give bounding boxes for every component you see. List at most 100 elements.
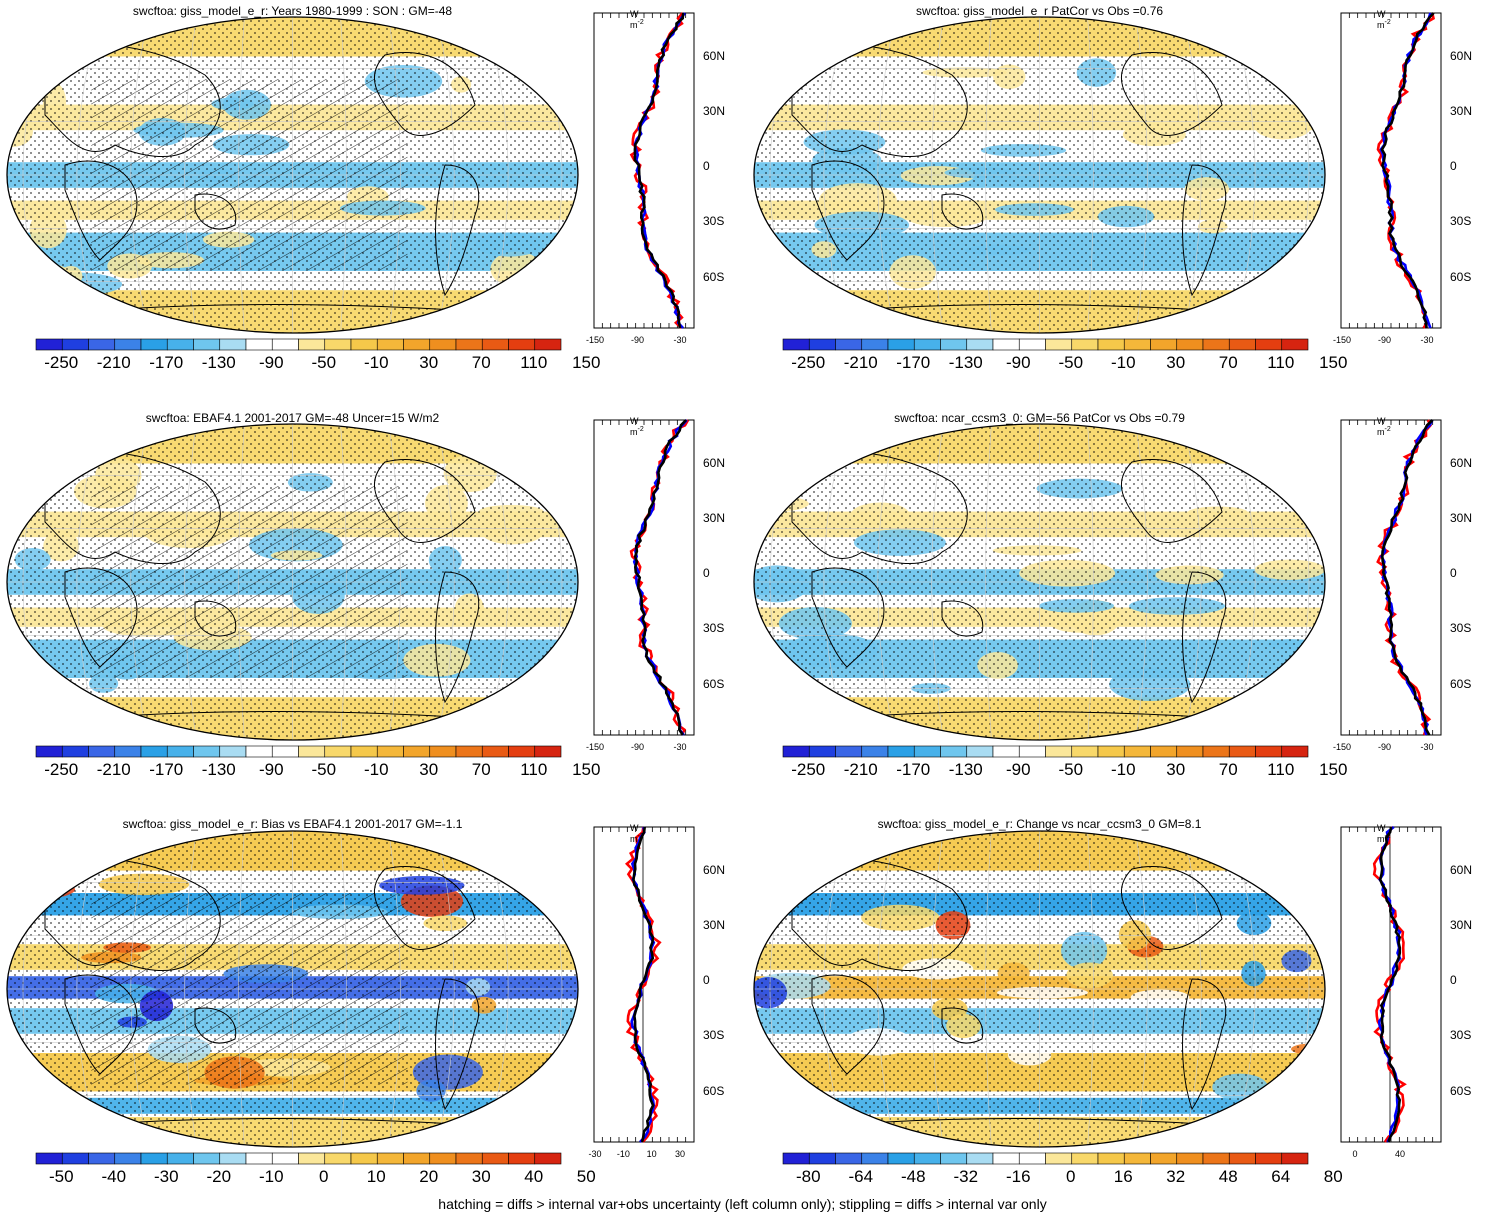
latitude-tick-label: 30N [1450, 104, 1473, 119]
latitude-tick-label: 0 [1450, 566, 1457, 581]
figure-footnote: hatching = diffs > internal var+obs unce… [438, 1196, 1047, 1212]
colorbar-swatch [376, 338, 404, 351]
colorbar-swatch [455, 338, 483, 351]
colorbar-swatch [1097, 1152, 1125, 1165]
latitude-tick-label: 60S [703, 1083, 725, 1098]
colorbar-swatch [966, 745, 994, 758]
colorbar-swatch [508, 338, 536, 351]
colorbar-swatch [114, 745, 142, 758]
colorbar-tick-label: 70 [1218, 353, 1238, 372]
zonal-unit-label: W m-2 [1377, 9, 1391, 30]
colorbar-swatch [88, 745, 116, 758]
colorbar-swatch [1045, 338, 1073, 351]
panel-title: swcftoa: giss_model_e_r: Change vs ncar_… [877, 817, 1202, 831]
zonal-x-tick-label: -90 [630, 335, 645, 345]
latitude-tick-label: 30N [703, 511, 726, 526]
colorbar-swatch [1123, 1152, 1151, 1165]
colorbar-tick-label: 0 [319, 1167, 329, 1186]
colorbar-swatch [35, 745, 63, 758]
colorbar-tick-label: -250 [44, 760, 79, 779]
colorbar-tick-label: -130 [948, 760, 983, 779]
panel-title: swcftoa: ncar_ccsm3_0: GM=-56 PatCor vs … [894, 411, 1185, 425]
colorbar-swatch [61, 745, 89, 758]
latitude-tick-label: 30S [1450, 214, 1472, 229]
colorbar-swatch [219, 338, 247, 351]
colorbar-swatch [455, 1152, 483, 1165]
colorbar-swatch [913, 338, 941, 351]
latitude-tick-label: 60N [703, 49, 726, 64]
colorbar-tick-label: 110 [1267, 353, 1295, 372]
colorbar-swatch [350, 745, 378, 758]
colorbar-swatch [1150, 745, 1178, 758]
colorbar-tick-label: 16 [1113, 1167, 1133, 1186]
colorbar-tick-label: 70 [471, 353, 491, 372]
colorbar-tick-label: 32 [1166, 1167, 1186, 1186]
colorbar-swatch [403, 1152, 431, 1165]
colorbar-tick-label: 20 [419, 1167, 439, 1186]
zonal-mean-plot [1340, 12, 1442, 329]
colorbar-swatch [1097, 745, 1125, 758]
colorbar-swatch [35, 1152, 63, 1165]
colorbar-swatch [481, 338, 509, 351]
world-map [753, 16, 1326, 334]
colorbar-swatch [508, 1152, 536, 1165]
colorbar-swatch [1018, 338, 1046, 351]
latitude-tick-label: 60S [1450, 1083, 1472, 1098]
colorbar-swatch [429, 338, 457, 351]
colorbar-swatch [861, 745, 889, 758]
colorbar-swatch [1228, 745, 1256, 758]
colorbar-swatch [940, 1152, 968, 1165]
zonal-x-tick-label: -90 [1377, 742, 1392, 752]
colorbar-tick-label: -50 [1058, 760, 1084, 779]
colorbar-swatch [782, 1152, 810, 1165]
colorbar-swatch [1228, 338, 1256, 351]
colorbar-swatch [1018, 1152, 1046, 1165]
colorbar-tick-label: -170 [896, 760, 931, 779]
colorbar-tick-label: -90 [1005, 760, 1031, 779]
latitude-tick-label: 30N [1450, 918, 1473, 933]
colorbar-swatch [1281, 745, 1309, 758]
colorbar-swatch [808, 745, 836, 758]
panel-title: swcftoa: giss_model_e_r PatCor vs Obs =0… [915, 4, 1164, 18]
colorbar-tick-label: -30 [153, 1167, 179, 1186]
colorbar [782, 1152, 1309, 1165]
colorbar-swatch [1071, 745, 1099, 758]
colorbar-swatch [376, 1152, 404, 1165]
colorbar-tick-label: -64 [848, 1167, 874, 1186]
obs-zonal-line [1372, 826, 1407, 1143]
colorbar-tick-label: -130 [201, 760, 236, 779]
zonal-x-tick-label: -30 [1420, 742, 1434, 752]
colorbar-swatch [166, 1152, 194, 1165]
colorbar-swatch [193, 1152, 221, 1165]
zonal-x-tick-label: 0 [1352, 1149, 1358, 1159]
latitude-tick-label: 0 [1450, 159, 1457, 174]
colorbar-swatch [403, 745, 431, 758]
colorbar-swatch [1202, 745, 1230, 758]
colorbar-swatch [1123, 745, 1151, 758]
colorbar [782, 338, 1309, 351]
latitude-tick-label: 60S [703, 676, 725, 691]
colorbar-swatch [245, 1152, 273, 1165]
latitude-tick-label: 60S [1450, 676, 1472, 691]
model-zonal-line [632, 826, 655, 1143]
colorbar-swatch [808, 1152, 836, 1165]
colorbar-swatch [534, 745, 562, 758]
colorbar-swatch [193, 745, 221, 758]
colorbar-swatch [193, 338, 221, 351]
colorbar-swatch [1018, 745, 1046, 758]
colorbar-swatch [140, 338, 168, 351]
latitude-tick-label: 30N [703, 918, 726, 933]
colorbar-tick-label: 10 [366, 1167, 386, 1186]
colorbar-tick-label: -170 [149, 353, 184, 372]
colorbar-tick-label: 30 [1166, 353, 1186, 372]
colorbar-swatch [887, 338, 915, 351]
colorbar-swatch [376, 745, 404, 758]
zonal-x-tick-label: -150 [585, 742, 605, 752]
colorbar-swatch [913, 1152, 941, 1165]
colorbar-tick-label: -50 [311, 353, 337, 372]
colorbar-swatch [245, 745, 273, 758]
zonal-x-tick-label: -30 [673, 335, 687, 345]
panel-title: swcftoa: giss_model_e_r: Years 1980-1999… [132, 4, 453, 18]
zonal-x-tick-label: -10 [616, 1149, 630, 1159]
colorbar-tick-label: 40 [524, 1167, 544, 1186]
